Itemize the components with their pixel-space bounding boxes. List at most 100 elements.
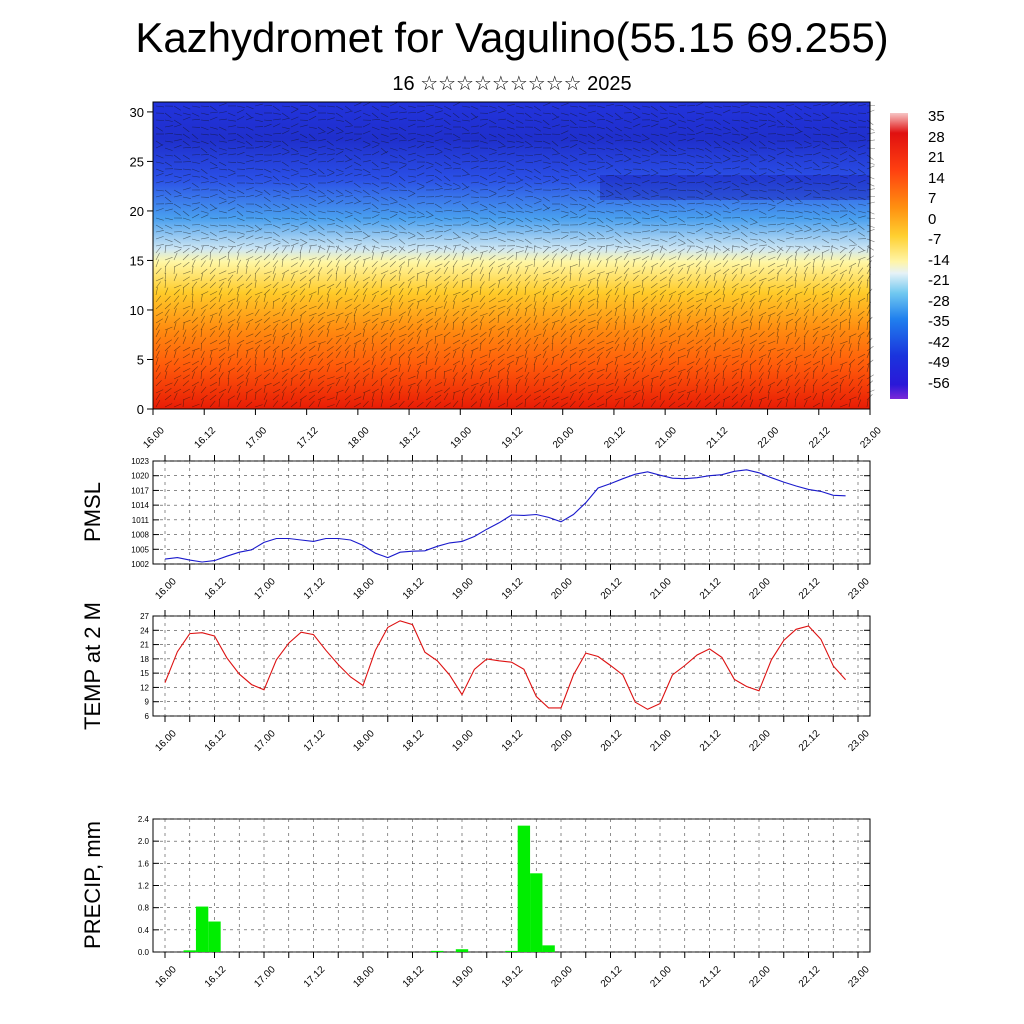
- y-tick-label: 20: [130, 204, 144, 219]
- precip-panel: 0.0 0.4 0.8 1.2 1.6 2.0 2.4 16.00 16.12 17.00 17.1…: [80, 815, 872, 990]
- x-tick-label: 22.12: [797, 728, 823, 754]
- x-tick-label: 16.00: [153, 728, 179, 754]
- x-tick-label: 19.00: [449, 425, 475, 451]
- x-tick-label: 22.12: [807, 425, 833, 451]
- y-tick-label: 18: [140, 655, 149, 664]
- y-tick-label: 0.0: [138, 948, 150, 957]
- x-tick-label: 18.12: [401, 728, 427, 754]
- x-tick-label: 20.00: [549, 728, 575, 754]
- colorbar-label: -49: [928, 354, 950, 371]
- x-tick-label: 21.00: [648, 964, 674, 990]
- y-axis-label: TEMP at 2 M: [80, 602, 105, 730]
- x-tick-label: 23.00: [846, 576, 872, 602]
- y-tick-label: 2.0: [138, 837, 150, 846]
- y-tick-label: 27: [140, 612, 149, 621]
- x-tick-label: 17.12: [302, 964, 328, 990]
- colorbar-label: -56: [928, 374, 950, 392]
- x-tick-label: 21.12: [698, 576, 724, 602]
- y-tick-label: 30: [130, 105, 144, 120]
- y-tick-label: 1020: [131, 472, 149, 481]
- series-line: [164, 620, 847, 710]
- heatmap-cold-band: [600, 175, 870, 200]
- x-tick-label: 17.00: [244, 425, 270, 451]
- x-tick-label: 22.12: [797, 576, 823, 602]
- y-tick-label: 1017: [131, 486, 149, 495]
- x-tick-label: 20.12: [599, 964, 625, 990]
- y-tick-label: 0.4: [138, 926, 150, 935]
- y-tick-label: 5: [137, 352, 144, 367]
- colorbar-label: 7: [928, 190, 937, 207]
- colorbar-label: -21: [928, 272, 950, 289]
- temp-panel: 6 9 12 15 18 21 24 27 16.00 16.12 17.00 17.12 18.00 1…: [80, 602, 872, 754]
- precip-bar: [517, 825, 531, 952]
- precip-bar: [431, 950, 444, 952]
- x-tick-label: 22.12: [797, 964, 823, 990]
- chart-title: Kazhydromet for Vagulino(55.15 69.255): [135, 14, 889, 61]
- precip-bar: [505, 950, 518, 952]
- y-tick-label: 1023: [131, 457, 149, 466]
- y-axis-label: PRECIP, mm: [80, 821, 105, 949]
- x-tick-label: 18.00: [351, 576, 377, 602]
- colorbar-label: 21: [928, 149, 945, 166]
- precip-bar: [542, 945, 555, 952]
- precip-bar: [208, 921, 221, 952]
- x-tick-label: 22.00: [756, 425, 782, 451]
- x-tick-label: 18.12: [397, 425, 423, 451]
- colorbar-label: -28: [928, 292, 950, 310]
- x-tick-label: 22.00: [747, 576, 773, 602]
- y-tick-label: 24: [140, 626, 149, 635]
- colorbar: [890, 113, 908, 399]
- y-tick-label: 21: [140, 641, 149, 650]
- x-tick-label: 17.00: [252, 964, 278, 990]
- x-tick-label: 21.00: [653, 425, 679, 451]
- x-tick-label: 19.12: [500, 425, 526, 451]
- x-tick-label: 16.12: [203, 576, 229, 602]
- y-tick-label: 0.8: [138, 904, 150, 913]
- x-tick-label: 23.00: [858, 425, 884, 451]
- x-tick-label: 20.12: [602, 425, 628, 451]
- x-tick-label: 21.12: [698, 728, 724, 754]
- colorbar-label: -42: [928, 333, 950, 351]
- precip-bar: [530, 873, 543, 952]
- series-line: [164, 469, 846, 563]
- x-tick-label: 23.00: [846, 728, 872, 754]
- wind-barbs: [155, 102, 876, 408]
- y-tick-label: 0: [137, 402, 144, 417]
- x-tick-label: 22.00: [747, 728, 773, 754]
- y-tick-label: 10: [130, 303, 144, 318]
- x-tick-label: 18.12: [401, 576, 427, 602]
- x-tick-label: 20.12: [599, 576, 625, 602]
- x-tick-label: 17.00: [252, 576, 278, 602]
- x-tick-label: 16.00: [153, 576, 179, 602]
- cross-section-heatmap: 0 5 10 15 20 25 30 16.00 16.12 17.00 17.12 18.00 18.…: [130, 101, 884, 451]
- x-tick-label: 18.00: [351, 964, 377, 990]
- x-tick-label: 18.00: [346, 425, 372, 451]
- x-tick-label: 20.00: [551, 425, 577, 451]
- x-tick-label: 16.12: [193, 425, 219, 451]
- x-tick-label: 19.12: [500, 728, 526, 754]
- colorbar-label: 14: [928, 169, 945, 187]
- x-tick-label: 19.00: [450, 728, 476, 754]
- y-tick-label: 1.2: [138, 882, 150, 891]
- colorbar-label: -14: [928, 251, 950, 269]
- x-tick-label: 16.00: [153, 964, 179, 990]
- colorbar-label: 0: [928, 210, 937, 228]
- precip-bar: [183, 950, 196, 952]
- x-tick-label: 17.00: [252, 728, 278, 754]
- x-tick-label: 16.12: [203, 964, 229, 990]
- chart-subtitle: 16 ☆☆☆☆☆☆☆☆☆ 2025: [392, 73, 632, 95]
- x-tick-label: 18.00: [351, 728, 377, 754]
- colorbar-label: 28: [928, 128, 945, 146]
- x-tick-label: 20.00: [549, 964, 575, 990]
- x-tick-label: 20.12: [599, 728, 625, 754]
- x-tick-label: 21.00: [648, 576, 674, 602]
- y-tick-label: 15: [130, 253, 144, 268]
- y-tick-label: 1005: [131, 545, 149, 554]
- x-tick-label: 16.12: [203, 728, 229, 754]
- x-tick-label: 21.12: [698, 964, 724, 990]
- x-tick-label: 17.12: [302, 728, 328, 754]
- precip-bar: [455, 949, 469, 952]
- precip-bar: [195, 906, 209, 952]
- x-tick-label: 17.12: [302, 576, 328, 602]
